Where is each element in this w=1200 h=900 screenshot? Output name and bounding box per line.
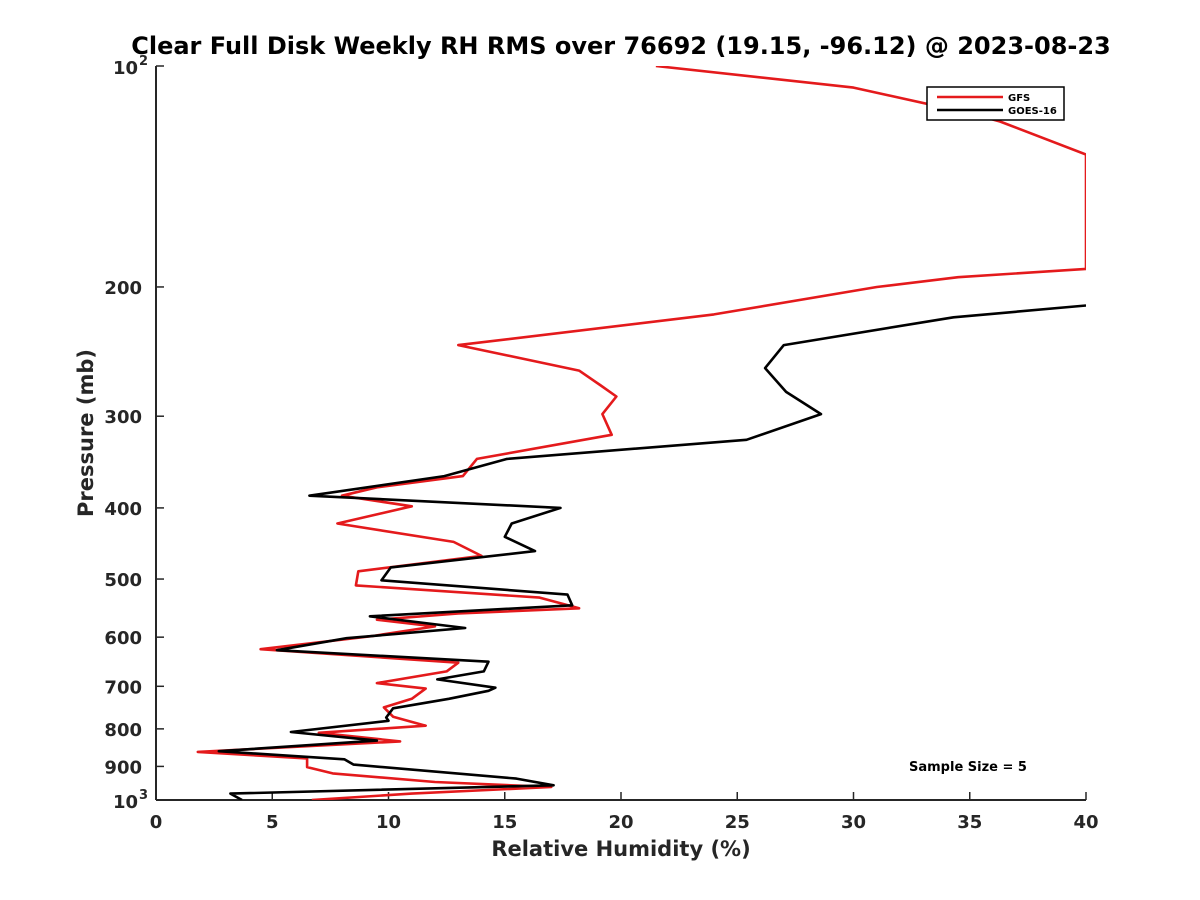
series-line-goes-16 xyxy=(217,304,1086,800)
plot-area: 0 5 10 15 20 25 30 35 40 10 220030040050060070080… xyxy=(104,54,1098,833)
y-tick-exponent: 2 xyxy=(139,54,148,69)
y-tick-exponent: 3 xyxy=(139,788,148,803)
x-tick-label: 10 xyxy=(376,812,401,833)
legend-box xyxy=(926,86,1065,121)
y-tick-label: 900 xyxy=(104,757,142,778)
x-tick-label: 25 xyxy=(725,812,750,833)
x-ticks: 0 5 10 15 20 25 30 35 40 xyxy=(150,792,1099,833)
y-tick-label: 500 xyxy=(104,570,142,591)
x-tick-label: 30 xyxy=(841,812,866,833)
x-axis-label: Relative Humidity (%) xyxy=(491,837,750,861)
sample-size-annotation: Sample Size = 5 xyxy=(909,760,1027,775)
y-tick-label: 200 xyxy=(104,278,142,299)
x-tick-label: 0 xyxy=(150,812,163,833)
x-tick-label: 40 xyxy=(1073,812,1098,833)
x-tick-label: 15 xyxy=(492,812,517,833)
x-tick-label: 35 xyxy=(957,812,982,833)
y-tick-label: 10 xyxy=(113,58,138,79)
y-tick-label: 300 xyxy=(104,407,142,428)
x-tick-label: 20 xyxy=(608,812,633,833)
x-tick-label: 5 xyxy=(266,812,279,833)
y-tick-label: 400 xyxy=(104,499,142,520)
y-tick-label: 700 xyxy=(104,677,142,698)
chart-title: Clear Full Disk Weekly RH RMS over 76692… xyxy=(131,32,1111,60)
legend-label-goes16: GOES-16 xyxy=(1008,106,1057,117)
series-layer xyxy=(196,66,1086,800)
legend: GFS GOES-16 xyxy=(926,86,1065,121)
y-tick-label: 10 xyxy=(113,792,138,813)
series-line-gfs xyxy=(196,66,1086,800)
y-tick-label: 800 xyxy=(104,720,142,741)
y-axis-label: Pressure (mb) xyxy=(74,349,98,517)
y-tick-label: 600 xyxy=(104,628,142,649)
legend-label-gfs: GFS xyxy=(1008,93,1030,104)
